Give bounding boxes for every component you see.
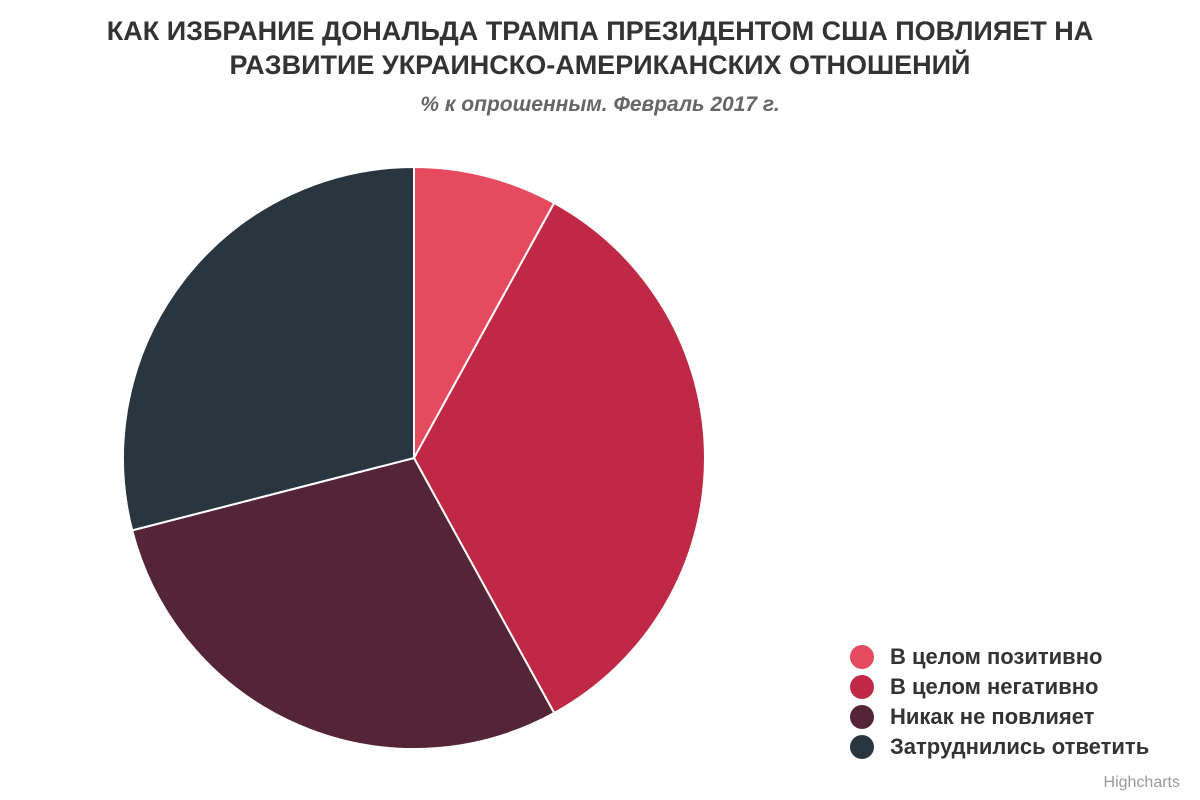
legend-item-4[interactable]: Затруднились ответить <box>850 732 1149 762</box>
legend-item-1[interactable]: В целом позитивно <box>850 642 1149 672</box>
legend-item-3[interactable]: Никак не повлияет <box>850 702 1149 732</box>
legend-label: Никак не повлияет <box>890 704 1095 729</box>
pie-slice-2[interactable] <box>413 201 706 715</box>
legend-marker-icon <box>850 675 874 699</box>
chart-subtitle: % к опрошенным. Февраль 2017 г. <box>420 93 780 116</box>
legend-marker-icon <box>850 645 874 669</box>
pie-slice-4[interactable] <box>122 166 415 532</box>
legend-marker-icon <box>850 705 874 729</box>
legend-label: В целом негативно <box>890 674 1099 699</box>
legend-marker-icon <box>850 735 874 759</box>
pie-slice-1[interactable] <box>413 166 556 459</box>
legend: В целом позитивно В целом негативно Никак … <box>850 642 1149 762</box>
credits-link[interactable]: Highcharts <box>1103 774 1180 791</box>
chart-title: КАК ИЗБРАНИЕ ДОНАЛЬДА ТРАМПА ПРЕЗИДЕНТОМ… <box>106 16 1094 80</box>
legend-item-2[interactable]: В целом негативно <box>850 672 1149 702</box>
legend-label: В целом позитивно <box>890 644 1103 669</box>
pie-slice-3[interactable] <box>131 457 556 750</box>
legend-label: Затруднились ответить <box>890 734 1150 759</box>
